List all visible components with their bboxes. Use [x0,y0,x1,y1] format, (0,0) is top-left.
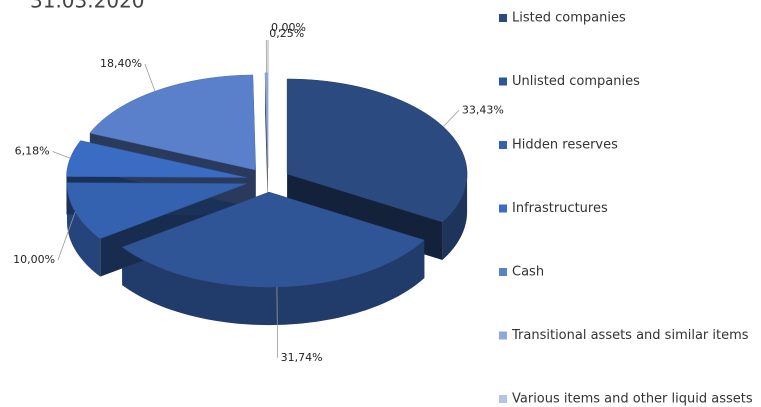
slice-wall [264,72,268,206]
data-label: 31,74% [281,351,323,364]
legend-swatch [499,268,507,276]
legend-swatch [499,77,507,86]
legend-label: Unlisted companies [512,74,640,89]
leader-line [144,63,156,92]
data-label: 0,25% [269,27,304,40]
data-label: 0,00% [271,21,306,34]
slice-side [122,240,425,326]
pie-slice [286,78,468,223]
slice-side [67,183,101,277]
legend-label: Hidden reserves [512,138,618,153]
chart-title: 31.03.2020 [30,0,145,13]
leader-line [57,211,76,260]
legend-label: Various items and other liquid assets [512,392,753,407]
legend-label: Cash [512,265,544,280]
pie-slice [66,182,248,239]
legend-swatch [499,14,507,22]
leader-line [52,151,71,159]
legend-label: Infrastructures [512,201,608,216]
legend-label: Listed companies [512,11,626,26]
legend-swatch [499,395,507,403]
legend-swatch [499,331,507,340]
data-label: 18,40% [100,57,142,70]
pie-slice [89,74,256,171]
legend-label: Transitional assets and similar items [511,328,749,343]
leader-line [442,110,460,128]
data-label: 10,00% [13,253,55,266]
data-label: 33,43% [462,103,504,116]
legend-swatch [499,204,507,213]
pie-slice [121,191,425,288]
legend-swatch [499,141,507,149]
slice-side [442,173,468,260]
pie-slice [66,140,247,178]
leader-line [276,286,279,358]
pie-tops [66,72,468,288]
data-label: 6,18% [15,145,50,158]
